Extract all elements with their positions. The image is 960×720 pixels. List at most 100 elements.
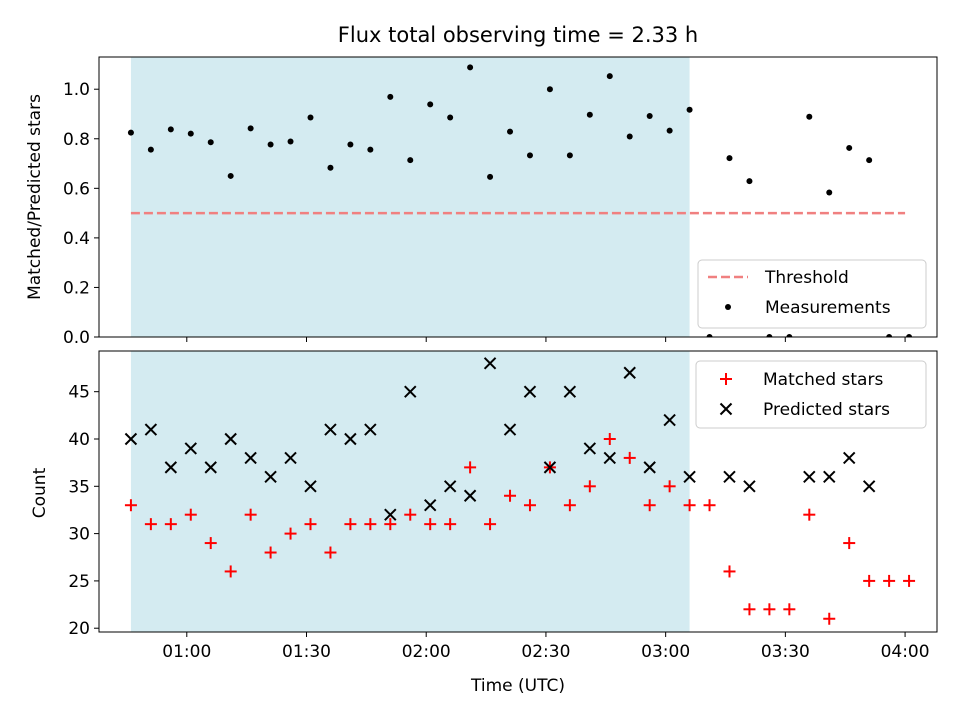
measurement-point	[846, 144, 853, 151]
matched-point	[663, 480, 676, 493]
bottom-y-tick-label: 40	[68, 430, 90, 450]
predicted-point	[743, 480, 756, 493]
predicted-point	[204, 461, 217, 474]
top-panel: 0.0 0.2 0.4 0.6 0.8 1.0	[63, 56, 938, 348]
predicted-point	[723, 470, 736, 484]
bottom-y-tick-label: 30	[68, 525, 90, 545]
measurement-point	[447, 114, 454, 121]
matched-point	[903, 574, 916, 587]
top-y-axis-label: Matched/Predicted stars	[25, 94, 45, 300]
matched-point	[164, 518, 177, 531]
matched-point	[563, 499, 576, 512]
matched-point	[404, 508, 417, 521]
top-y-tick-label: 0.8	[63, 130, 90, 150]
predicted-point	[583, 442, 597, 455]
x-tick-label: 01:30	[282, 642, 331, 662]
legend-predicted-swatch	[719, 402, 733, 416]
bottom-y-tick-label: 35	[68, 477, 90, 497]
matched-point	[843, 537, 856, 550]
legend-threshold-label: Threshold	[764, 268, 849, 288]
predicted-point	[384, 508, 397, 521]
predicted-point	[563, 385, 577, 398]
bottom-y-tick-label: 25	[68, 572, 90, 592]
top-y-tick-label: 0.4	[63, 229, 90, 249]
predicted-point	[803, 470, 816, 484]
measurement-point	[227, 172, 234, 179]
measurement-point	[806, 113, 813, 120]
matched-point	[364, 518, 377, 531]
measurement-point	[906, 334, 913, 337]
measurement-point	[427, 101, 434, 108]
bottom-frame	[98, 350, 938, 633]
measurement-point	[287, 138, 294, 145]
measurements-series	[127, 64, 913, 337]
predicted-point	[843, 451, 856, 465]
matched-point	[783, 603, 796, 616]
measurement-point	[307, 114, 314, 121]
measurement-point	[866, 157, 873, 164]
matched-point	[863, 574, 876, 587]
measurement-point	[267, 141, 274, 148]
x-tick-label: 04:00	[881, 642, 930, 662]
matched-point	[823, 612, 836, 625]
predicted-point	[224, 432, 237, 446]
legend-plus-marker	[720, 373, 732, 385]
predicted-point	[823, 470, 836, 484]
x-tick-label: 03:30	[761, 642, 810, 662]
legend-predicted-label: Predicted stars	[763, 400, 890, 420]
predicted-point	[483, 357, 497, 370]
measurement-point	[207, 139, 214, 146]
measurement-point	[247, 125, 254, 132]
predicted-point	[344, 432, 357, 446]
predicted-point	[463, 489, 477, 502]
matched-point	[384, 518, 397, 531]
predicted-point	[164, 461, 178, 474]
predicted-point	[523, 385, 537, 398]
x-tick-label: 03:00	[641, 642, 690, 662]
measurement-point	[666, 127, 673, 134]
measurement-point	[546, 86, 553, 93]
matched-point	[803, 508, 816, 521]
top-y-tick-label: 0.0	[63, 328, 90, 348]
matched-point	[703, 499, 716, 512]
measurement-point	[686, 106, 693, 113]
matched-point	[643, 499, 656, 512]
measurement-point	[566, 152, 573, 159]
matched-point	[763, 603, 776, 616]
predicted-point	[443, 480, 457, 493]
measurement-point	[167, 126, 174, 133]
matched-point	[324, 546, 337, 559]
x-tick-label: 02:00	[402, 642, 451, 662]
matched-point	[424, 518, 437, 531]
bottom-y-axis-label: Count	[30, 467, 50, 518]
matched-point	[583, 480, 596, 493]
predicted-point	[503, 423, 517, 436]
matched-point	[444, 518, 457, 531]
matched-point	[464, 461, 477, 474]
predicted-point	[284, 451, 297, 465]
predicted-point	[244, 451, 257, 465]
predicted-point	[184, 442, 197, 455]
matched-point	[603, 432, 616, 445]
measurement-point	[526, 152, 533, 159]
measurement-point	[507, 128, 514, 135]
measurement-point	[626, 133, 633, 140]
matched-point	[184, 508, 197, 521]
legend-measurements-label: Measurements	[765, 298, 891, 318]
measurement-point	[826, 189, 833, 196]
x-axis-label: Time (UTC)	[470, 676, 565, 696]
measurement-point	[487, 173, 494, 180]
matched-point	[683, 499, 696, 512]
matched-point	[284, 527, 297, 540]
measurement-point	[147, 146, 154, 153]
predicted-point	[124, 432, 138, 446]
measurement-point	[367, 146, 374, 153]
predicted-point	[862, 480, 876, 493]
chart-title: Flux total observing time = 2.33 h	[338, 23, 698, 47]
measurement-point	[766, 334, 773, 337]
matched-point	[504, 489, 517, 502]
matched-point	[244, 508, 257, 521]
matched-point	[204, 537, 217, 550]
matched-point	[523, 499, 536, 512]
